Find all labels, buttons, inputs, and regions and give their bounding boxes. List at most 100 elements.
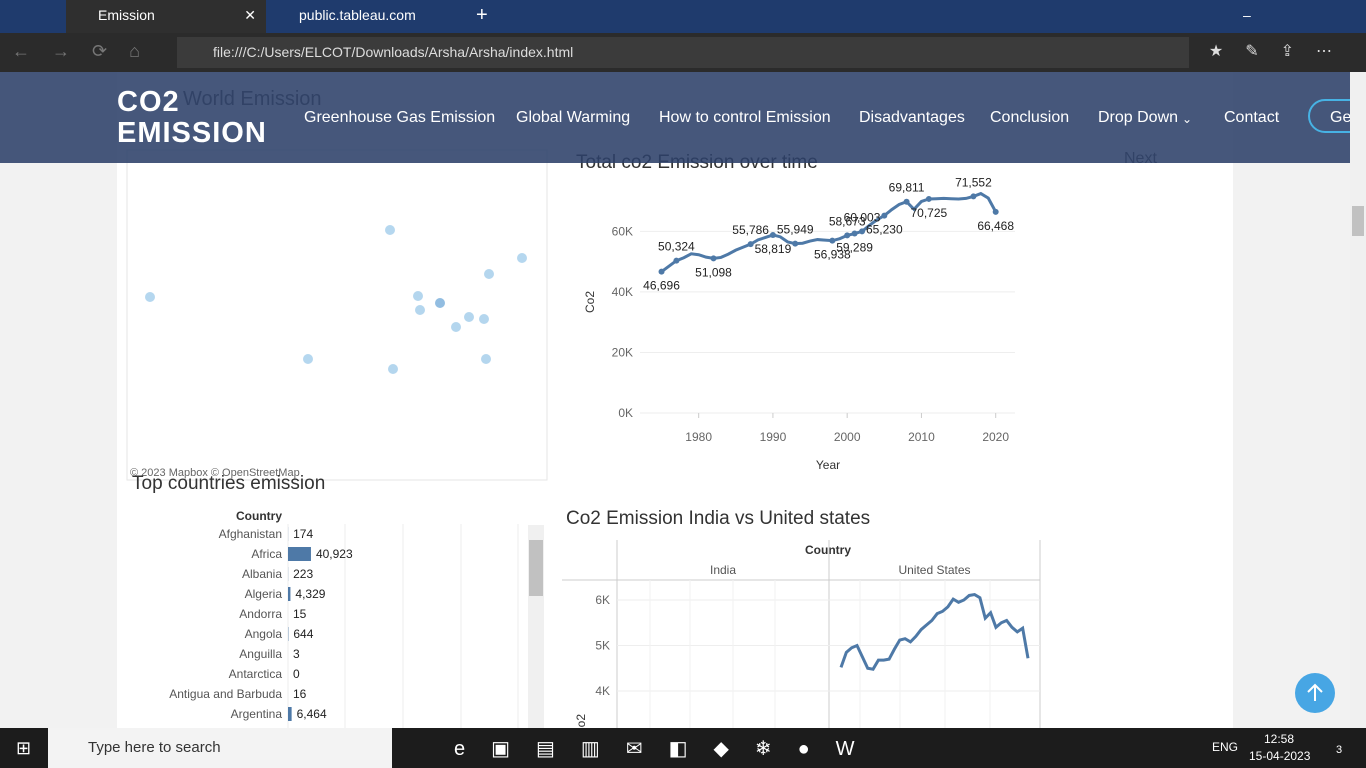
tab[interactable]: public.tableau.com <box>268 0 466 33</box>
y-tick-label: 60K <box>612 224 633 238</box>
cta-button[interactable]: Get <box>1308 99 1366 133</box>
nav-buttons[interactable]: ←→⟳⌂ <box>12 41 162 61</box>
category-label: Africa <box>251 547 282 561</box>
data-label: 58,673 <box>829 214 866 228</box>
point <box>829 237 836 244</box>
point <box>970 193 977 200</box>
y-tick-label: 20K <box>612 345 633 359</box>
data-label: 71,552 <box>955 175 992 189</box>
site-nav: CO2 EMISSION Greenhouse Gas Emission Glob… <box>0 72 1366 163</box>
category-label: Argentina <box>231 707 283 721</box>
data-label: 0 <box>293 667 300 681</box>
pinned-apps[interactable]: e▣▤▥✉◧◆❄●W <box>454 738 881 760</box>
bar <box>288 547 311 561</box>
data-label: 70,725 <box>911 206 948 220</box>
panel-header: India <box>710 563 736 577</box>
chart-title: Top countries emission <box>132 473 325 494</box>
x-axis-label: Year <box>816 458 840 472</box>
nav-link[interactable]: Greenhouse Gas Emission <box>304 109 496 126</box>
nav-link[interactable]: Global Warming <box>516 109 631 126</box>
window-controls[interactable]: –▫✕ <box>1243 7 1296 54</box>
x-tick-label: 1990 <box>760 430 787 444</box>
tab-title: public.tableau.com <box>299 7 416 23</box>
data-label: 69,811 <box>889 181 925 195</box>
bar-chart: Top countries emission Country Afghanistan… <box>132 473 544 728</box>
page-content: World Emission Next © 2023 Mapbox © Open… <box>117 72 1335 728</box>
page-scrollbar[interactable] <box>1350 72 1366 728</box>
x-tick-label: 2000 <box>834 430 861 444</box>
line <box>839 592 1030 671</box>
map-frame <box>126 149 548 481</box>
language[interactable]: ENG <box>1212 740 1239 754</box>
clock-time[interactable]: 12:58 <box>1264 732 1295 746</box>
y-axis-label: Co2 <box>583 291 597 313</box>
facet-chart: Co2 Emission India vs United states Count… <box>562 508 1041 728</box>
map-credit: © 2023 Mapbox © OpenStreetMap <box>130 467 300 479</box>
data-label: 16 <box>293 687 307 701</box>
category-label: Andorra <box>239 607 282 621</box>
y-tick-label: 40K <box>612 285 633 299</box>
point <box>859 228 866 235</box>
point <box>881 212 888 219</box>
panel-header: United States <box>898 563 970 577</box>
data-label: 46,696 <box>643 279 680 293</box>
point <box>658 268 665 275</box>
category-label: Albania <box>242 567 282 581</box>
tab[interactable]: Emission ✕ <box>66 0 266 33</box>
point <box>851 230 858 237</box>
logo-line: EMISSION <box>117 117 267 149</box>
scroll-thumb[interactable] <box>1352 206 1364 236</box>
logo[interactable]: CO2 EMISSION <box>117 87 267 149</box>
data-label: 644 <box>293 627 313 641</box>
data-label: 3 <box>293 647 300 661</box>
point <box>792 240 799 247</box>
y-axis-label: Co2 <box>574 714 588 728</box>
data-label: 223 <box>293 567 313 581</box>
point <box>903 198 910 205</box>
nav-link[interactable]: How to control Emission <box>659 109 831 126</box>
data-label: 51,098 <box>695 265 732 279</box>
clock-date[interactable]: 15-04-2023 <box>1249 749 1311 763</box>
category-label: Afghanistan <box>219 527 282 541</box>
nav-link[interactable]: Drop Down <box>1098 109 1179 126</box>
scroll-thumb[interactable] <box>529 540 543 596</box>
category-label: Angola <box>245 627 283 641</box>
category-label: Anguilla <box>239 647 282 661</box>
data-label: 4,329 <box>295 587 325 601</box>
x-tick-label: 2020 <box>982 430 1009 444</box>
y-tick-label: 0K <box>618 406 633 420</box>
map-points <box>145 225 527 374</box>
dropdown-caret: ⌄ <box>1182 112 1193 126</box>
point <box>992 208 999 215</box>
column-header: Country <box>236 509 282 523</box>
data-label: 59,289 <box>836 241 873 255</box>
point <box>673 257 680 264</box>
chart-title: Co2 Emission India vs United states <box>566 508 870 529</box>
arrow-up-icon <box>1307 683 1323 701</box>
close-tab[interactable]: ✕ <box>244 7 256 23</box>
data-label: 55,786 <box>732 223 769 237</box>
line <box>660 191 998 273</box>
nav-link[interactable]: Contact <box>1224 109 1280 126</box>
new-tab[interactable]: + <box>476 4 488 26</box>
search-box[interactable]: Type here to search <box>48 728 392 768</box>
notification-count[interactable]: 3 <box>1336 744 1343 756</box>
data-label: 58,819 <box>755 242 792 256</box>
data-label: 65,230 <box>866 223 903 237</box>
data-label: 174 <box>293 527 313 541</box>
tab-bar: Emission ✕ public.tableau.com + –▫✕ <box>0 0 1366 54</box>
y-tick-label: 6K <box>595 593 610 607</box>
nav-link[interactable]: Conclusion <box>990 109 1070 126</box>
nav-link[interactable]: Disadvantages <box>859 109 965 126</box>
data-label: 55,949 <box>777 223 814 237</box>
y-tick-label: 5K <box>595 639 610 653</box>
x-tick-label: 2010 <box>908 430 935 444</box>
toolbar-icons[interactable]: ★✎⇪⋯ <box>1208 43 1354 60</box>
data-label: 6,464 <box>297 707 327 721</box>
start-button[interactable]: ⊞ <box>16 738 32 758</box>
point <box>710 255 717 262</box>
taskbar: ⊞ Type here to search e▣▤▥✉◧◆❄●W ENG 12:… <box>0 728 1366 768</box>
address-bar[interactable]: file:///C:/Users/ELCOT/Downloads/Arsha/A… <box>177 37 1189 68</box>
logo-line: CO2 <box>117 86 180 118</box>
